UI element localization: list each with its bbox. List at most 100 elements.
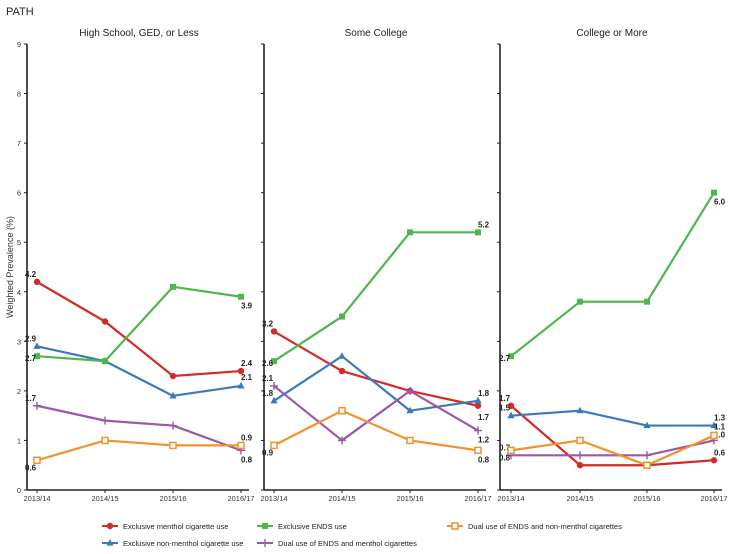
panel-title: College or More bbox=[576, 28, 648, 39]
data-point bbox=[406, 386, 414, 395]
data-point bbox=[170, 283, 176, 290]
x-tick-label: 2015/16 bbox=[159, 494, 186, 503]
legend-item-square: Exclusive ENDS use bbox=[257, 522, 347, 531]
data-point bbox=[339, 313, 345, 320]
legend: Exclusive menthol cigarette use Exclusive… bbox=[102, 522, 622, 548]
data-point bbox=[270, 381, 278, 390]
data-label: 2.9 bbox=[25, 334, 37, 343]
data-point bbox=[169, 391, 177, 399]
data-point bbox=[576, 462, 584, 469]
data-point bbox=[710, 431, 718, 440]
y-tick-label: 6 bbox=[17, 189, 21, 198]
data-label: 1.5 bbox=[499, 404, 511, 413]
y-tick-label: 9 bbox=[17, 40, 21, 49]
series-line bbox=[510, 404, 715, 467]
data-point bbox=[271, 358, 277, 365]
legend-marker bbox=[261, 539, 269, 547]
data-label: 1.7 bbox=[499, 394, 511, 403]
series-line bbox=[273, 330, 479, 407]
data-label: 3.2 bbox=[262, 319, 274, 328]
data-point bbox=[237, 381, 245, 389]
data-label: 2.1 bbox=[262, 374, 274, 383]
legend-label: Exclusive menthol cigarette use bbox=[123, 522, 228, 531]
data-label: 2.4 bbox=[241, 359, 253, 368]
data-point bbox=[643, 461, 651, 469]
data-label: 2.6 bbox=[262, 359, 274, 368]
data-point bbox=[169, 441, 177, 450]
data-point bbox=[338, 352, 346, 359]
data-point bbox=[338, 406, 346, 415]
series-plus: 2.1 1.2 bbox=[262, 374, 490, 445]
data-point bbox=[474, 446, 482, 455]
legend-item-hollow-square: Dual use of ENDS and non-menthol cigaret… bbox=[447, 522, 622, 531]
data-label: 1.8 bbox=[262, 389, 274, 398]
series-line bbox=[273, 355, 479, 412]
data-label: 0.9 bbox=[241, 433, 253, 442]
data-point bbox=[237, 367, 245, 375]
data-point bbox=[711, 189, 717, 196]
series-line bbox=[36, 280, 242, 378]
legend-label: Exclusive ENDS use bbox=[278, 522, 347, 531]
data-label: 0.6 bbox=[25, 463, 37, 472]
figure-label: PATH bbox=[6, 6, 34, 18]
data-point bbox=[102, 358, 108, 365]
data-point bbox=[33, 278, 41, 286]
data-label: 4.2 bbox=[25, 270, 37, 279]
data-point bbox=[270, 441, 278, 450]
data-label: 1.7 bbox=[25, 394, 37, 403]
series-square: 2.7 6.0 bbox=[499, 189, 726, 363]
legend-item-plus: Dual use of ENDS and menthol cigarettes bbox=[257, 539, 417, 548]
data-label: 6.0 bbox=[714, 198, 726, 207]
series-line bbox=[510, 434, 715, 467]
data-label: 0.7 bbox=[499, 443, 511, 452]
data-point bbox=[643, 421, 651, 429]
x-tick-label: 2014/15 bbox=[91, 494, 118, 503]
data-point bbox=[508, 353, 514, 360]
data-point bbox=[238, 293, 244, 300]
series-plus: 0.7 1.0 bbox=[499, 430, 726, 460]
series-triangle: 1.5 1.3 bbox=[499, 404, 726, 429]
data-point bbox=[507, 411, 515, 419]
data-label: 1.3 bbox=[714, 414, 726, 423]
data-point bbox=[270, 396, 278, 404]
y-tick-label: 7 bbox=[17, 139, 21, 148]
y-tick-label: 5 bbox=[17, 238, 21, 247]
legend-item-triangle: Exclusive non-menthol cigarette use bbox=[102, 539, 243, 548]
series-line bbox=[36, 404, 242, 452]
series-triangle: 1.8 1.8 bbox=[262, 352, 490, 414]
x-tick-label: 2016/17 bbox=[464, 494, 491, 503]
x-tick-label: 2015/16 bbox=[633, 494, 660, 503]
x-tick-label: 2016/17 bbox=[700, 494, 727, 503]
legend-item-circle: Exclusive menthol cigarette use bbox=[102, 522, 228, 531]
data-point bbox=[406, 436, 414, 445]
series-plus: 1.7 0.8 bbox=[25, 394, 253, 465]
series-hollow-square: 0.6 0.9 bbox=[25, 433, 253, 472]
panel-3: College or More 2013/14 2014/15 2015/16 2016… bbox=[497, 28, 728, 503]
series-circle: 1.7 0.6 bbox=[499, 394, 726, 469]
data-label: 2.7 bbox=[25, 354, 37, 363]
data-label: 1.0 bbox=[714, 430, 726, 439]
legend-label: Dual use of ENDS and menthol cigarettes bbox=[278, 539, 417, 548]
data-label: 3.9 bbox=[241, 302, 253, 311]
y-tick-label: 3 bbox=[17, 337, 21, 346]
data-point bbox=[475, 229, 481, 236]
legend-marker bbox=[106, 539, 114, 546]
panel-1: High School, GED, or Less 0 1 2 3 4 5 6 7 8 9 2013/… bbox=[17, 28, 255, 503]
data-point bbox=[644, 298, 650, 305]
series-square: 2.7 3.9 bbox=[25, 283, 253, 365]
data-point bbox=[577, 298, 583, 305]
series-hollow-square: 0.9 0.8 bbox=[262, 406, 490, 464]
series-line bbox=[36, 345, 242, 397]
panel-title: High School, GED, or Less bbox=[79, 28, 199, 39]
x-tick-label: 2014/15 bbox=[328, 494, 355, 503]
data-label: 1.7 bbox=[478, 413, 490, 422]
legend-label: Exclusive non-menthol cigarette use bbox=[123, 539, 243, 548]
data-point bbox=[406, 406, 414, 414]
data-point bbox=[237, 441, 245, 450]
series-line bbox=[36, 285, 242, 363]
data-label: 0.8 bbox=[241, 455, 253, 464]
data-point bbox=[338, 436, 346, 445]
data-label: 5.2 bbox=[478, 220, 490, 229]
x-tick-label: 2014/15 bbox=[566, 494, 593, 503]
y-tick-label: 4 bbox=[17, 288, 21, 297]
